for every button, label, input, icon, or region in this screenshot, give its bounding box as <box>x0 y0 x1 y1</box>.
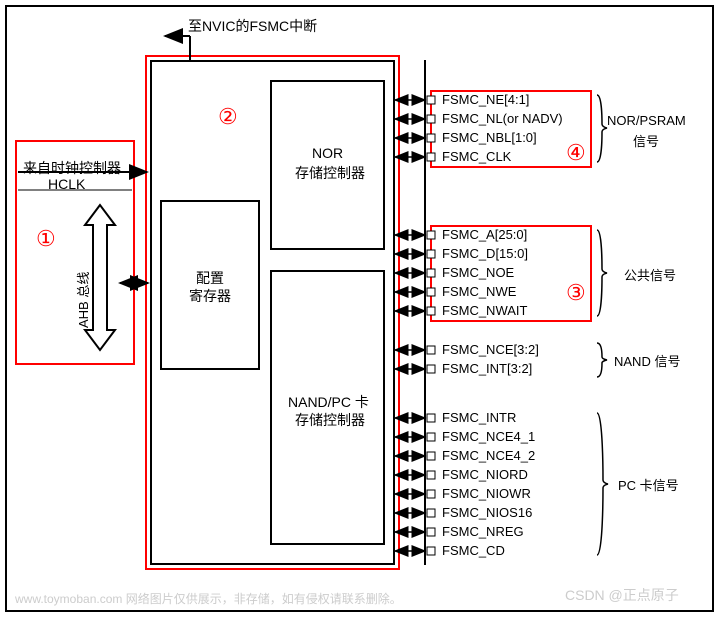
diagram-frame: 至NVIC的FSMC中断 来自时钟控制器 HCLK AHB 总线 ① 配置 寄存… <box>0 0 721 619</box>
diagram-svg <box>0 0 721 619</box>
